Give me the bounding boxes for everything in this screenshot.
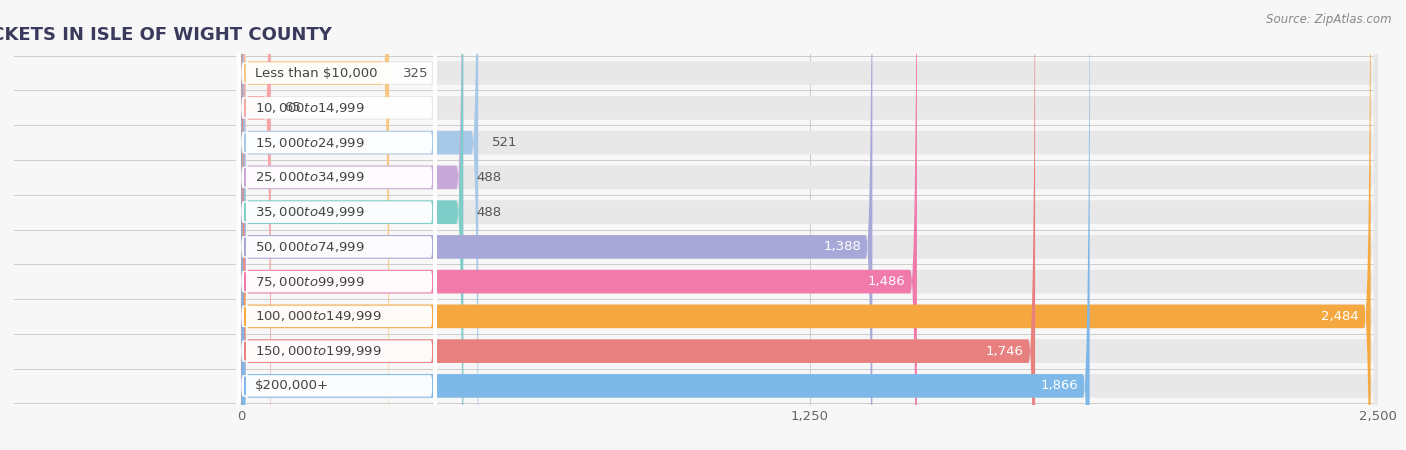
FancyBboxPatch shape	[242, 0, 478, 450]
FancyBboxPatch shape	[242, 0, 1378, 450]
Text: $200,000+: $200,000+	[254, 379, 329, 392]
Text: 1,388: 1,388	[823, 240, 860, 253]
FancyBboxPatch shape	[236, 0, 437, 450]
Text: $50,000 to $74,999: $50,000 to $74,999	[254, 240, 364, 254]
FancyBboxPatch shape	[242, 0, 1378, 450]
Text: 1,486: 1,486	[868, 275, 905, 288]
Text: 1,866: 1,866	[1040, 379, 1078, 392]
FancyBboxPatch shape	[236, 0, 437, 450]
FancyBboxPatch shape	[242, 0, 1378, 450]
Text: $150,000 to $199,999: $150,000 to $199,999	[254, 344, 381, 358]
Text: 325: 325	[402, 67, 429, 80]
FancyBboxPatch shape	[242, 0, 271, 450]
Text: $25,000 to $34,999: $25,000 to $34,999	[254, 171, 364, 184]
FancyBboxPatch shape	[242, 0, 1035, 450]
FancyBboxPatch shape	[242, 0, 1378, 450]
Text: 488: 488	[477, 206, 502, 219]
FancyBboxPatch shape	[236, 0, 437, 450]
FancyBboxPatch shape	[242, 0, 1378, 450]
Text: $35,000 to $49,999: $35,000 to $49,999	[254, 205, 364, 219]
FancyBboxPatch shape	[242, 0, 389, 450]
Text: $15,000 to $24,999: $15,000 to $24,999	[254, 135, 364, 149]
FancyBboxPatch shape	[236, 0, 437, 450]
FancyBboxPatch shape	[236, 0, 437, 450]
Text: Less than $10,000: Less than $10,000	[254, 67, 377, 80]
Text: 488: 488	[477, 171, 502, 184]
FancyBboxPatch shape	[236, 0, 437, 450]
Text: 65: 65	[284, 101, 301, 114]
FancyBboxPatch shape	[236, 0, 437, 450]
Text: $75,000 to $99,999: $75,000 to $99,999	[254, 274, 364, 288]
Text: 1,746: 1,746	[986, 345, 1024, 358]
FancyBboxPatch shape	[242, 0, 1378, 450]
FancyBboxPatch shape	[242, 0, 1378, 450]
FancyBboxPatch shape	[242, 0, 1371, 450]
FancyBboxPatch shape	[242, 0, 917, 450]
FancyBboxPatch shape	[242, 0, 463, 450]
FancyBboxPatch shape	[242, 0, 1378, 450]
FancyBboxPatch shape	[236, 0, 437, 450]
FancyBboxPatch shape	[236, 0, 437, 450]
Text: $10,000 to $14,999: $10,000 to $14,999	[254, 101, 364, 115]
FancyBboxPatch shape	[242, 0, 463, 450]
Text: Source: ZipAtlas.com: Source: ZipAtlas.com	[1267, 14, 1392, 27]
Text: 2,484: 2,484	[1322, 310, 1360, 323]
FancyBboxPatch shape	[242, 0, 1090, 450]
FancyBboxPatch shape	[242, 0, 1378, 450]
FancyBboxPatch shape	[236, 0, 437, 450]
Text: FAMILY INCOME BRACKETS IN ISLE OF WIGHT COUNTY: FAMILY INCOME BRACKETS IN ISLE OF WIGHT …	[0, 26, 332, 44]
Text: 521: 521	[492, 136, 517, 149]
Text: $100,000 to $149,999: $100,000 to $149,999	[254, 310, 381, 324]
FancyBboxPatch shape	[242, 0, 872, 450]
FancyBboxPatch shape	[242, 0, 1378, 450]
